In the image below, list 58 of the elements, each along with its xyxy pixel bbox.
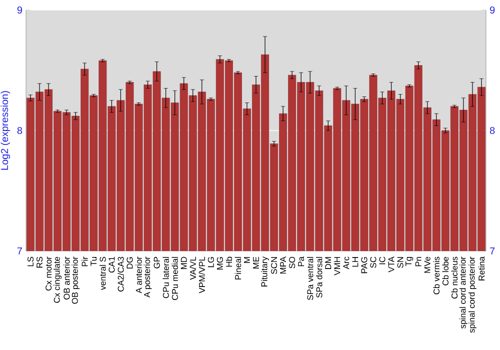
x-tick-label: SCN [271,257,278,274]
x-tick-label: SPa dorsal [316,257,322,298]
x-tick-label: Pineal [234,257,242,280]
x-tick-label: A anterior [136,256,142,294]
x-tick-label: A posterior [144,256,152,298]
x-tick-label: DM [325,257,332,269]
x-tick-label: ME [253,256,259,269]
x-tick-label: Pa [298,256,304,266]
x-tick-label: Retina [478,256,485,280]
x-tick-label: Tu [90,257,97,266]
x-tick-label: Cb vermis [433,256,440,294]
y-tick-label: 9 [17,6,22,14]
x-tick-label: DG [126,257,133,269]
x-tick-label: spinal cord anterior [459,256,468,329]
x-tick-label: Arc [343,256,350,270]
x-tick-label: M [244,257,250,263]
x-tick-label: MD [180,256,187,269]
x-tick-label: VA/VL [190,256,196,280]
x-tick-label: GP [154,256,160,268]
x-tick-label: Hb [226,256,232,267]
x-tick-label: Tg [406,256,414,266]
x-tick-label: Cx motor [46,256,52,290]
x-tick-label: CPu medial [172,257,178,300]
x-tick-label: RS [36,256,43,268]
x-tick-label: MVe [424,256,430,273]
x-tick-label: IC [379,256,386,264]
x-tick-label: SO [289,256,296,268]
x-tick-label: LH [352,257,358,267]
x-tick-label: Cb lobe [442,256,449,286]
x-tick-label: LS [28,256,34,266]
y-tick-label: 8 [17,126,22,134]
x-tick-label: OB anterior [63,256,70,300]
x-tick-label: VPM/VPL [198,256,205,294]
x-tick-label: Cb nucleus [451,256,458,299]
x-tick-label: LG [208,257,214,268]
y-tick-label: 7 [17,248,22,254]
x-tick-label: OB posterior [72,256,80,304]
x-tick-label: CA1 [108,256,115,273]
x-tick-label: CA2/CA3 [118,256,124,292]
x-tick-label: Pn [415,257,422,266]
x-tick-label: ventral S [100,256,106,290]
x-tick-label: Cx cingulate [54,256,62,303]
x-tick-label: MG [216,257,223,270]
y-axis-title: Log2 (expression) [0,91,10,170]
x-tick-label: Pituitary [261,256,269,286]
x-tick-label: SC [370,256,376,268]
x-tick-label: VMH [334,257,340,276]
y2-tick-label: 7 [490,248,495,254]
x-tick-label: Pir [82,256,88,266]
x-tick-label: VTA [388,256,394,272]
x-tick-label: MPA [280,256,286,274]
y2-tick-label: 9 [490,6,495,14]
x-tick-label: SN [397,257,404,268]
x-tick-label: SPa ventral [306,257,314,300]
x-tick-label: CPu lateral [162,257,169,298]
x-tick-label: spinal cord posterior [468,256,476,333]
y2-tick-label: 8 [490,126,495,134]
x-tick-label: PAG [361,257,368,274]
